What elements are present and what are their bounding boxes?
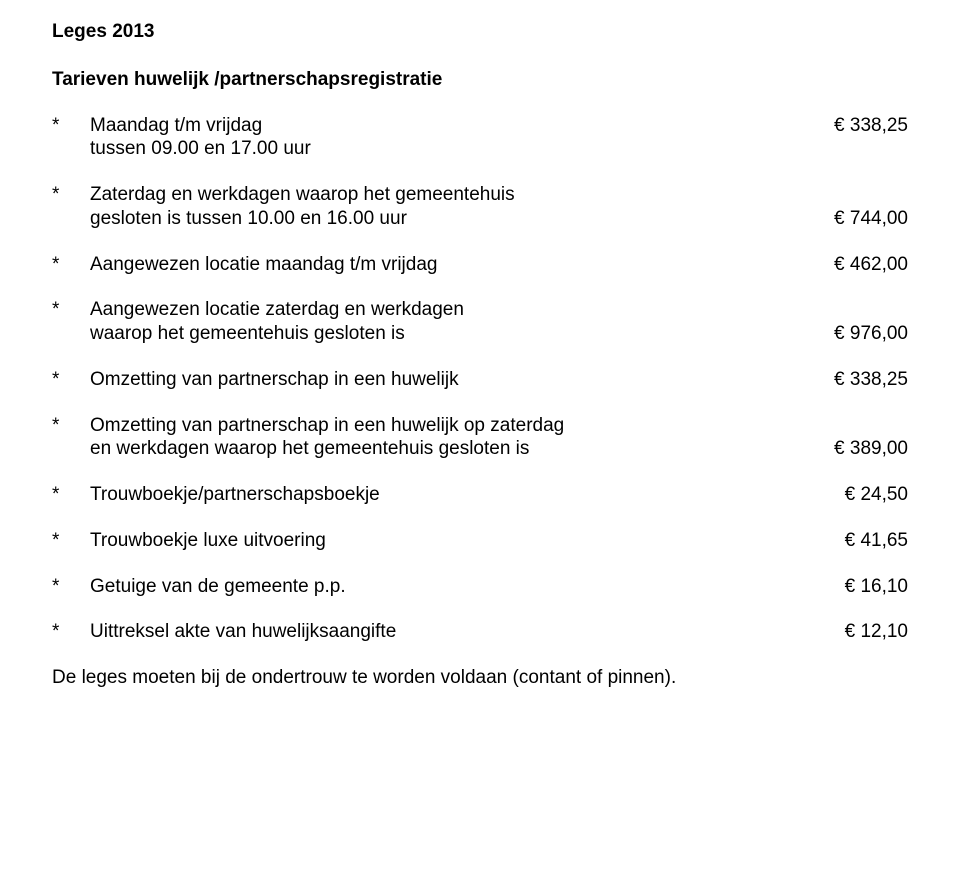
fee-price: € 338,25 (798, 114, 908, 138)
fee-row: *Aangewezen locatie zaterdag en werkdage… (52, 298, 908, 346)
bullet-marker: * (52, 620, 90, 644)
fee-price-value: € 41,65 (798, 529, 908, 553)
fee-row: *Maandag t/m vrijdagtussen 09.00 en 17.0… (52, 114, 908, 162)
fee-description-line: Maandag t/m vrijdag (90, 114, 778, 138)
fee-description-line: Zaterdag en werkdagen waarop het gemeent… (90, 183, 778, 207)
fee-row: *Trouwboekje luxe uitvoering € 41,65 (52, 529, 908, 553)
fee-price-value: € 389,00 (798, 437, 908, 461)
fee-price: € 462,00 (798, 253, 908, 277)
fee-row: *Omzetting van partnerschap in een huwel… (52, 368, 908, 392)
fee-description: Omzetting van partnerschap in een huweli… (90, 368, 798, 392)
fee-price: € 744,00 (798, 183, 908, 231)
fee-price: € 24,50 (798, 483, 908, 507)
fee-description-line: Getuige van de gemeente p.p. (90, 575, 778, 599)
fee-row: *Uittreksel akte van huwelijksaangifte € … (52, 620, 908, 644)
fee-price: € 12,10 (798, 620, 908, 644)
document-page: Leges 2013 Tarieven huwelijk /partnersch… (0, 0, 960, 889)
fee-description-line: Omzetting van partnerschap in een huweli… (90, 368, 778, 392)
fee-description: Zaterdag en werkdagen waarop het gemeent… (90, 183, 798, 231)
bullet-marker: * (52, 575, 90, 599)
fee-row: *Aangewezen locatie maandag t/m vrijdag €… (52, 253, 908, 277)
fee-description-line: Aangewezen locatie zaterdag en werkdagen (90, 298, 778, 322)
fee-description: Aangewezen locatie maandag t/m vrijdag (90, 253, 798, 277)
fee-row: *Trouwboekje/partnerschapsboekje € 24,50 (52, 483, 908, 507)
fee-price: € 976,00 (798, 298, 908, 346)
fee-price-value: € 338,25 (798, 368, 908, 392)
fee-description: Maandag t/m vrijdagtussen 09.00 en 17.00… (90, 114, 798, 162)
fee-description-line: Trouwboekje/partnerschapsboekje (90, 483, 778, 507)
fee-description-line: waarop het gemeentehuis gesloten is (90, 322, 778, 346)
fee-description-line: Omzetting van partnerschap in een huweli… (90, 414, 778, 438)
fee-description: Trouwboekje/partnerschapsboekje (90, 483, 798, 507)
bullet-marker: * (52, 183, 90, 207)
fee-list: *Maandag t/m vrijdagtussen 09.00 en 17.0… (52, 114, 908, 645)
fee-description: Trouwboekje luxe uitvoering (90, 529, 798, 553)
fee-description-line: tussen 09.00 en 17.00 uur (90, 137, 778, 161)
fee-description-line: Trouwboekje luxe uitvoering (90, 529, 778, 553)
fee-price-value: € 462,00 (798, 253, 908, 277)
fee-description-line: Aangewezen locatie maandag t/m vrijdag (90, 253, 778, 277)
fee-price-value: € 976,00 (798, 322, 908, 346)
fee-row: *Omzetting van partnerschap in een huwel… (52, 414, 908, 462)
bullet-marker: * (52, 368, 90, 392)
bullet-marker: * (52, 529, 90, 553)
bullet-marker: * (52, 253, 90, 277)
fee-description-line: en werkdagen waarop het gemeentehuis ges… (90, 437, 778, 461)
fee-price-value: € 12,10 (798, 620, 908, 644)
fee-description-line: Uittreksel akte van huwelijksaangifte (90, 620, 778, 644)
fee-row: *Getuige van de gemeente p.p. € 16,10 (52, 575, 908, 599)
fee-description: Aangewezen locatie zaterdag en werkdagen… (90, 298, 798, 346)
bullet-marker: * (52, 483, 90, 507)
fee-price-value: € 16,10 (798, 575, 908, 599)
page-title: Leges 2013 (52, 20, 908, 44)
fee-price: € 16,10 (798, 575, 908, 599)
fee-price: € 389,00 (798, 414, 908, 462)
bullet-marker: * (52, 414, 90, 438)
bullet-marker: * (52, 114, 90, 138)
footer-note: De leges moeten bij de ondertrouw te wor… (52, 666, 908, 690)
fee-description: Uittreksel akte van huwelijksaangifte (90, 620, 798, 644)
fee-description: Omzetting van partnerschap in een huweli… (90, 414, 798, 462)
section-heading: Tarieven huwelijk /partnerschapsregistra… (52, 68, 908, 92)
fee-price-value: € 338,25 (798, 114, 908, 138)
fee-price: € 41,65 (798, 529, 908, 553)
fee-price-value: € 24,50 (798, 483, 908, 507)
fee-description: Getuige van de gemeente p.p. (90, 575, 798, 599)
fee-price: € 338,25 (798, 368, 908, 392)
fee-price-value: € 744,00 (798, 207, 908, 231)
fee-description-line: gesloten is tussen 10.00 en 16.00 uur (90, 207, 778, 231)
fee-row: *Zaterdag en werkdagen waarop het gemeen… (52, 183, 908, 231)
bullet-marker: * (52, 298, 90, 322)
